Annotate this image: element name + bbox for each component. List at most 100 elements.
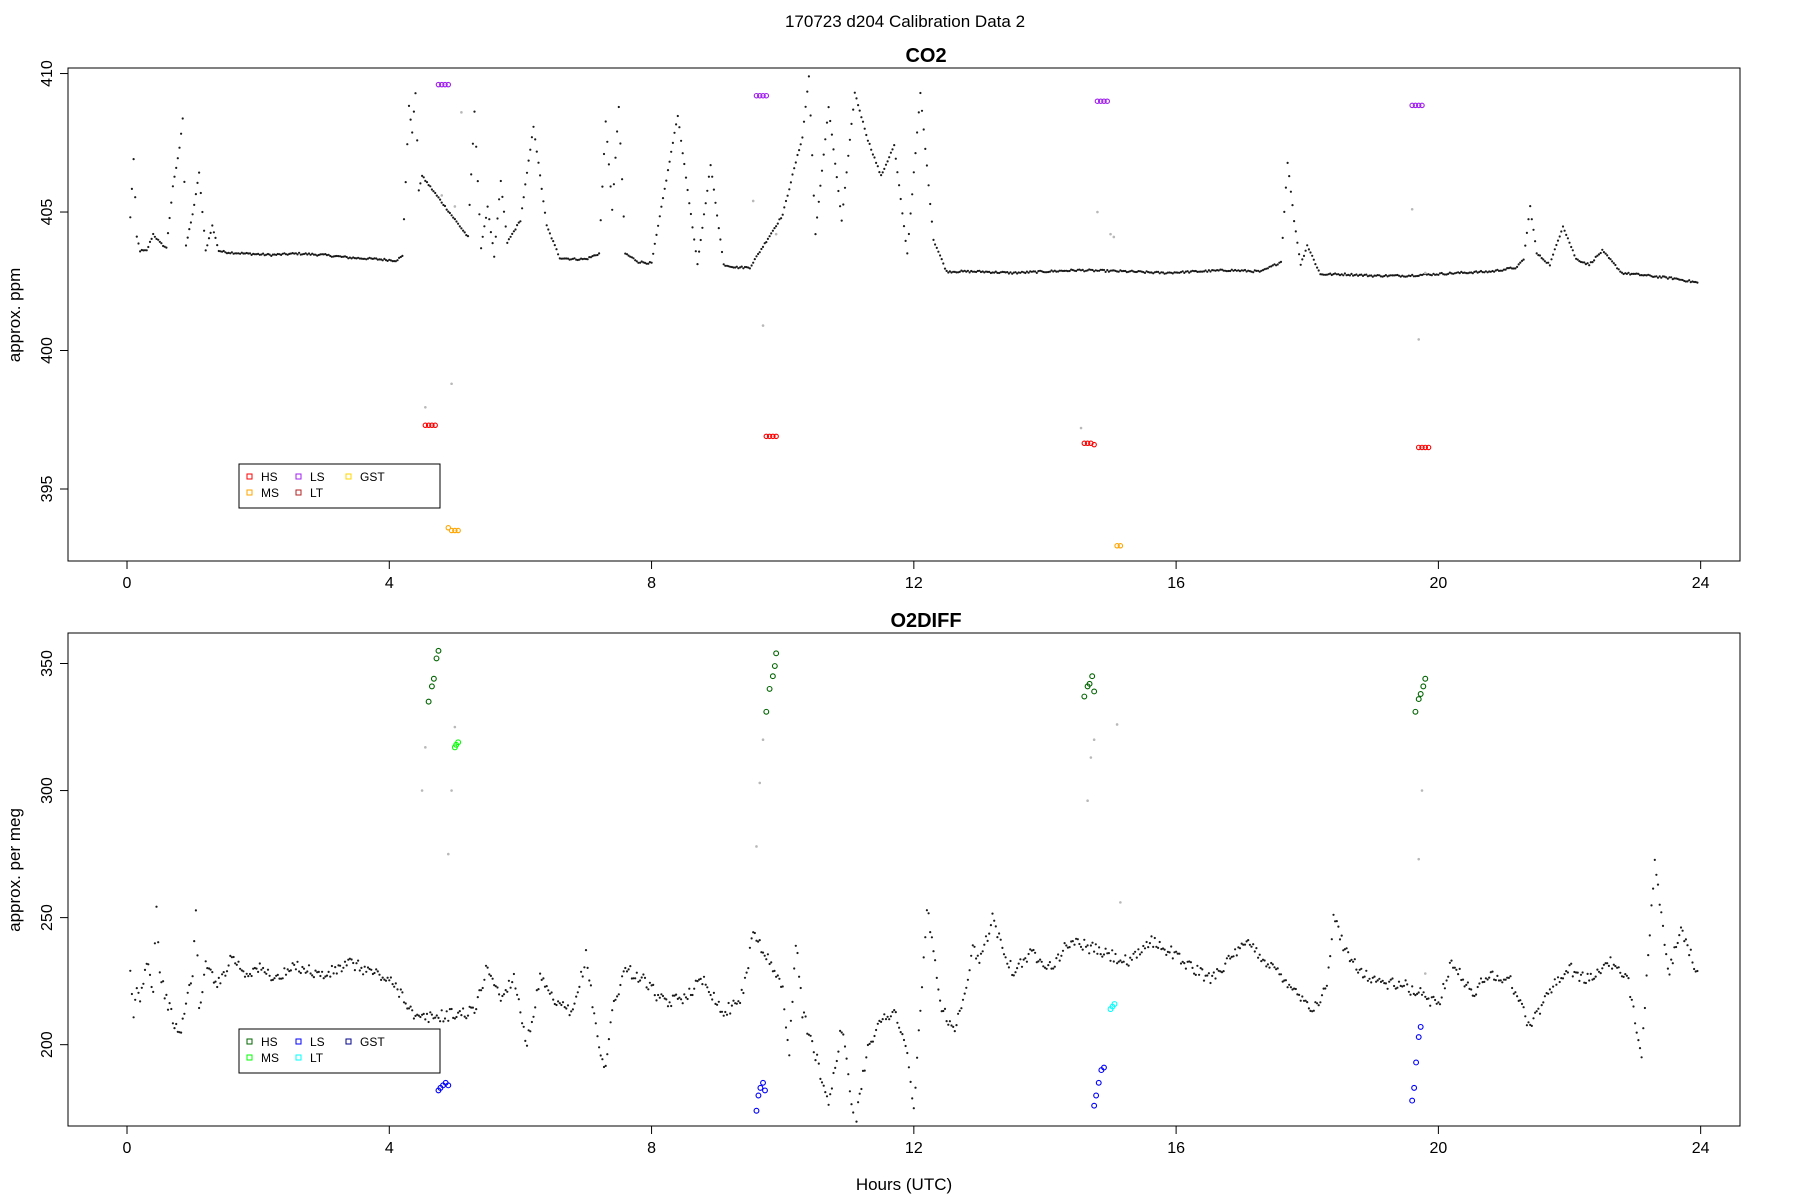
o2diff-ambient-point <box>402 1001 406 1004</box>
o2diff-ambient-point <box>976 954 979 957</box>
o2diff-ambient-point <box>283 967 286 970</box>
o2diff-ambient-point <box>384 979 388 982</box>
co2-ambient-point <box>1306 244 1309 247</box>
co2-hs-point <box>773 433 779 440</box>
o2diff-ambient-point <box>1475 993 1478 996</box>
co2-ambient-point <box>812 194 815 197</box>
co2-y-tick-label: 400 <box>39 337 56 364</box>
co2-ambient-point <box>1198 270 1201 273</box>
co2-ambient-point <box>1252 271 1255 274</box>
co2-ambient-point <box>1414 275 1417 278</box>
o2diff-ambient-point <box>447 1019 450 1022</box>
o2diff-ambient-point <box>1145 940 1148 944</box>
o2diff-ambient-point <box>745 971 748 974</box>
co2-ambient-point <box>1091 268 1094 272</box>
co2-ambient-point <box>688 202 691 205</box>
o2diff-hs-point <box>1081 693 1088 700</box>
o2diff-ambient-point <box>470 1006 473 1009</box>
co2-ambient-point <box>961 270 965 273</box>
co2-ambient-point <box>1093 270 1096 273</box>
co2-ambient-point <box>1497 269 1501 272</box>
o2diff-ambient-point <box>543 985 547 988</box>
o2diff-legend-swatch-gst <box>345 1038 352 1045</box>
o2diff-legend-swatch-ls <box>295 1038 302 1045</box>
o2diff-ambient-point <box>981 950 984 953</box>
co2-ambient-point <box>306 253 309 256</box>
co2-ambient-point <box>1409 274 1412 278</box>
o2diff-ambient-point <box>1273 966 1276 969</box>
o2diff-ambient-point <box>176 1030 179 1033</box>
co2-ambient-point <box>1638 274 1642 277</box>
co2-hs-point <box>1425 444 1432 451</box>
co2-ambient-point <box>484 216 488 219</box>
o2diff-ambient-point <box>637 980 640 983</box>
co2-ambient-point <box>986 270 989 273</box>
o2diff-ambient-point <box>673 994 676 997</box>
o2diff-ambient-point <box>1540 1004 1543 1007</box>
co2-ambient-point <box>581 258 584 261</box>
o2diff-ambient-point <box>209 968 212 971</box>
o2diff-ambient-point <box>901 1033 904 1036</box>
o2diff-ambient-point <box>827 1103 830 1106</box>
o2diff-ambient-point <box>1407 990 1410 993</box>
o2diff-ambient-point <box>1265 965 1268 968</box>
o2diff-ambient-point <box>1112 960 1115 963</box>
co2-ambient-point <box>1188 271 1191 274</box>
o2diff-ambient-point <box>729 1012 732 1015</box>
o2diff-ambient-point <box>383 978 386 981</box>
co2-ambient-point <box>512 230 516 233</box>
co2-flagged-point <box>440 194 444 197</box>
o2diff-ambient-point <box>342 966 345 969</box>
o2diff-ambient-point <box>1368 977 1371 980</box>
co2-ambient-point <box>884 163 888 166</box>
co2-ambient-point <box>1437 273 1440 276</box>
o2diff-ls-point <box>1413 1059 1420 1066</box>
co2-ambient-point <box>434 191 437 195</box>
co2-ambient-point <box>707 175 711 178</box>
o2diff-flagged-point <box>758 781 762 785</box>
co2-ambient-point <box>683 162 686 166</box>
co2-ambient-point <box>824 138 827 141</box>
co2-flagged-point <box>774 232 778 236</box>
o2diff-ambient-point <box>1437 1001 1440 1004</box>
co2-ambient-point <box>676 114 679 118</box>
o2diff-ambient-point <box>247 975 250 978</box>
o2diff-ambient-point <box>1189 961 1192 964</box>
co2-ambient-point <box>1411 273 1414 276</box>
co2-ambient-point <box>458 225 461 228</box>
co2-ambient-point <box>424 179 427 182</box>
o2diff-ambient-point <box>1266 963 1269 966</box>
o2diff-ambient-point <box>586 966 589 970</box>
co2-ambient-point <box>763 242 766 245</box>
o2diff-ambient-point <box>422 1012 425 1016</box>
o2diff-ambient-point <box>606 1053 609 1056</box>
o2diff-ambient-point <box>340 970 343 973</box>
co2-ambient-point <box>555 248 558 251</box>
o2diff-ambient-point <box>1342 949 1345 952</box>
o2diff-ambient-point <box>1348 960 1351 963</box>
o2diff-ambient-point <box>493 984 496 987</box>
o2diff-ambient-point <box>601 1058 604 1061</box>
co2-ambient-point <box>1043 271 1047 274</box>
co2-ambient-point <box>335 254 338 258</box>
co2-ambient-point <box>637 261 640 264</box>
o2diff-ambient-point <box>1411 985 1414 988</box>
o2diff-ambient-point <box>693 987 696 990</box>
o2diff-ambient-point <box>1225 957 1228 960</box>
co2-y-tick-label: 405 <box>39 199 56 226</box>
o2diff-ambient-point <box>584 949 588 952</box>
o2diff-ambient-point <box>353 969 356 972</box>
o2diff-legend-item-hs: HS <box>246 1035 278 1049</box>
o2diff-ambient-point <box>1238 947 1242 950</box>
co2-ambient-point <box>409 118 412 121</box>
co2-flagged-point <box>460 111 463 114</box>
co2-ambient-point <box>735 265 738 268</box>
o2diff-ambient-point <box>1558 980 1561 984</box>
co2-ambient-point <box>463 231 466 234</box>
co2-ambient-point <box>714 201 717 204</box>
o2diff-ls-point <box>757 1084 764 1091</box>
o2diff-ambient-point <box>1316 1002 1319 1005</box>
o2diff-ambient-point <box>1319 1001 1322 1004</box>
co2-ambient-point <box>506 241 509 244</box>
o2diff-ambient-point <box>1084 945 1088 948</box>
